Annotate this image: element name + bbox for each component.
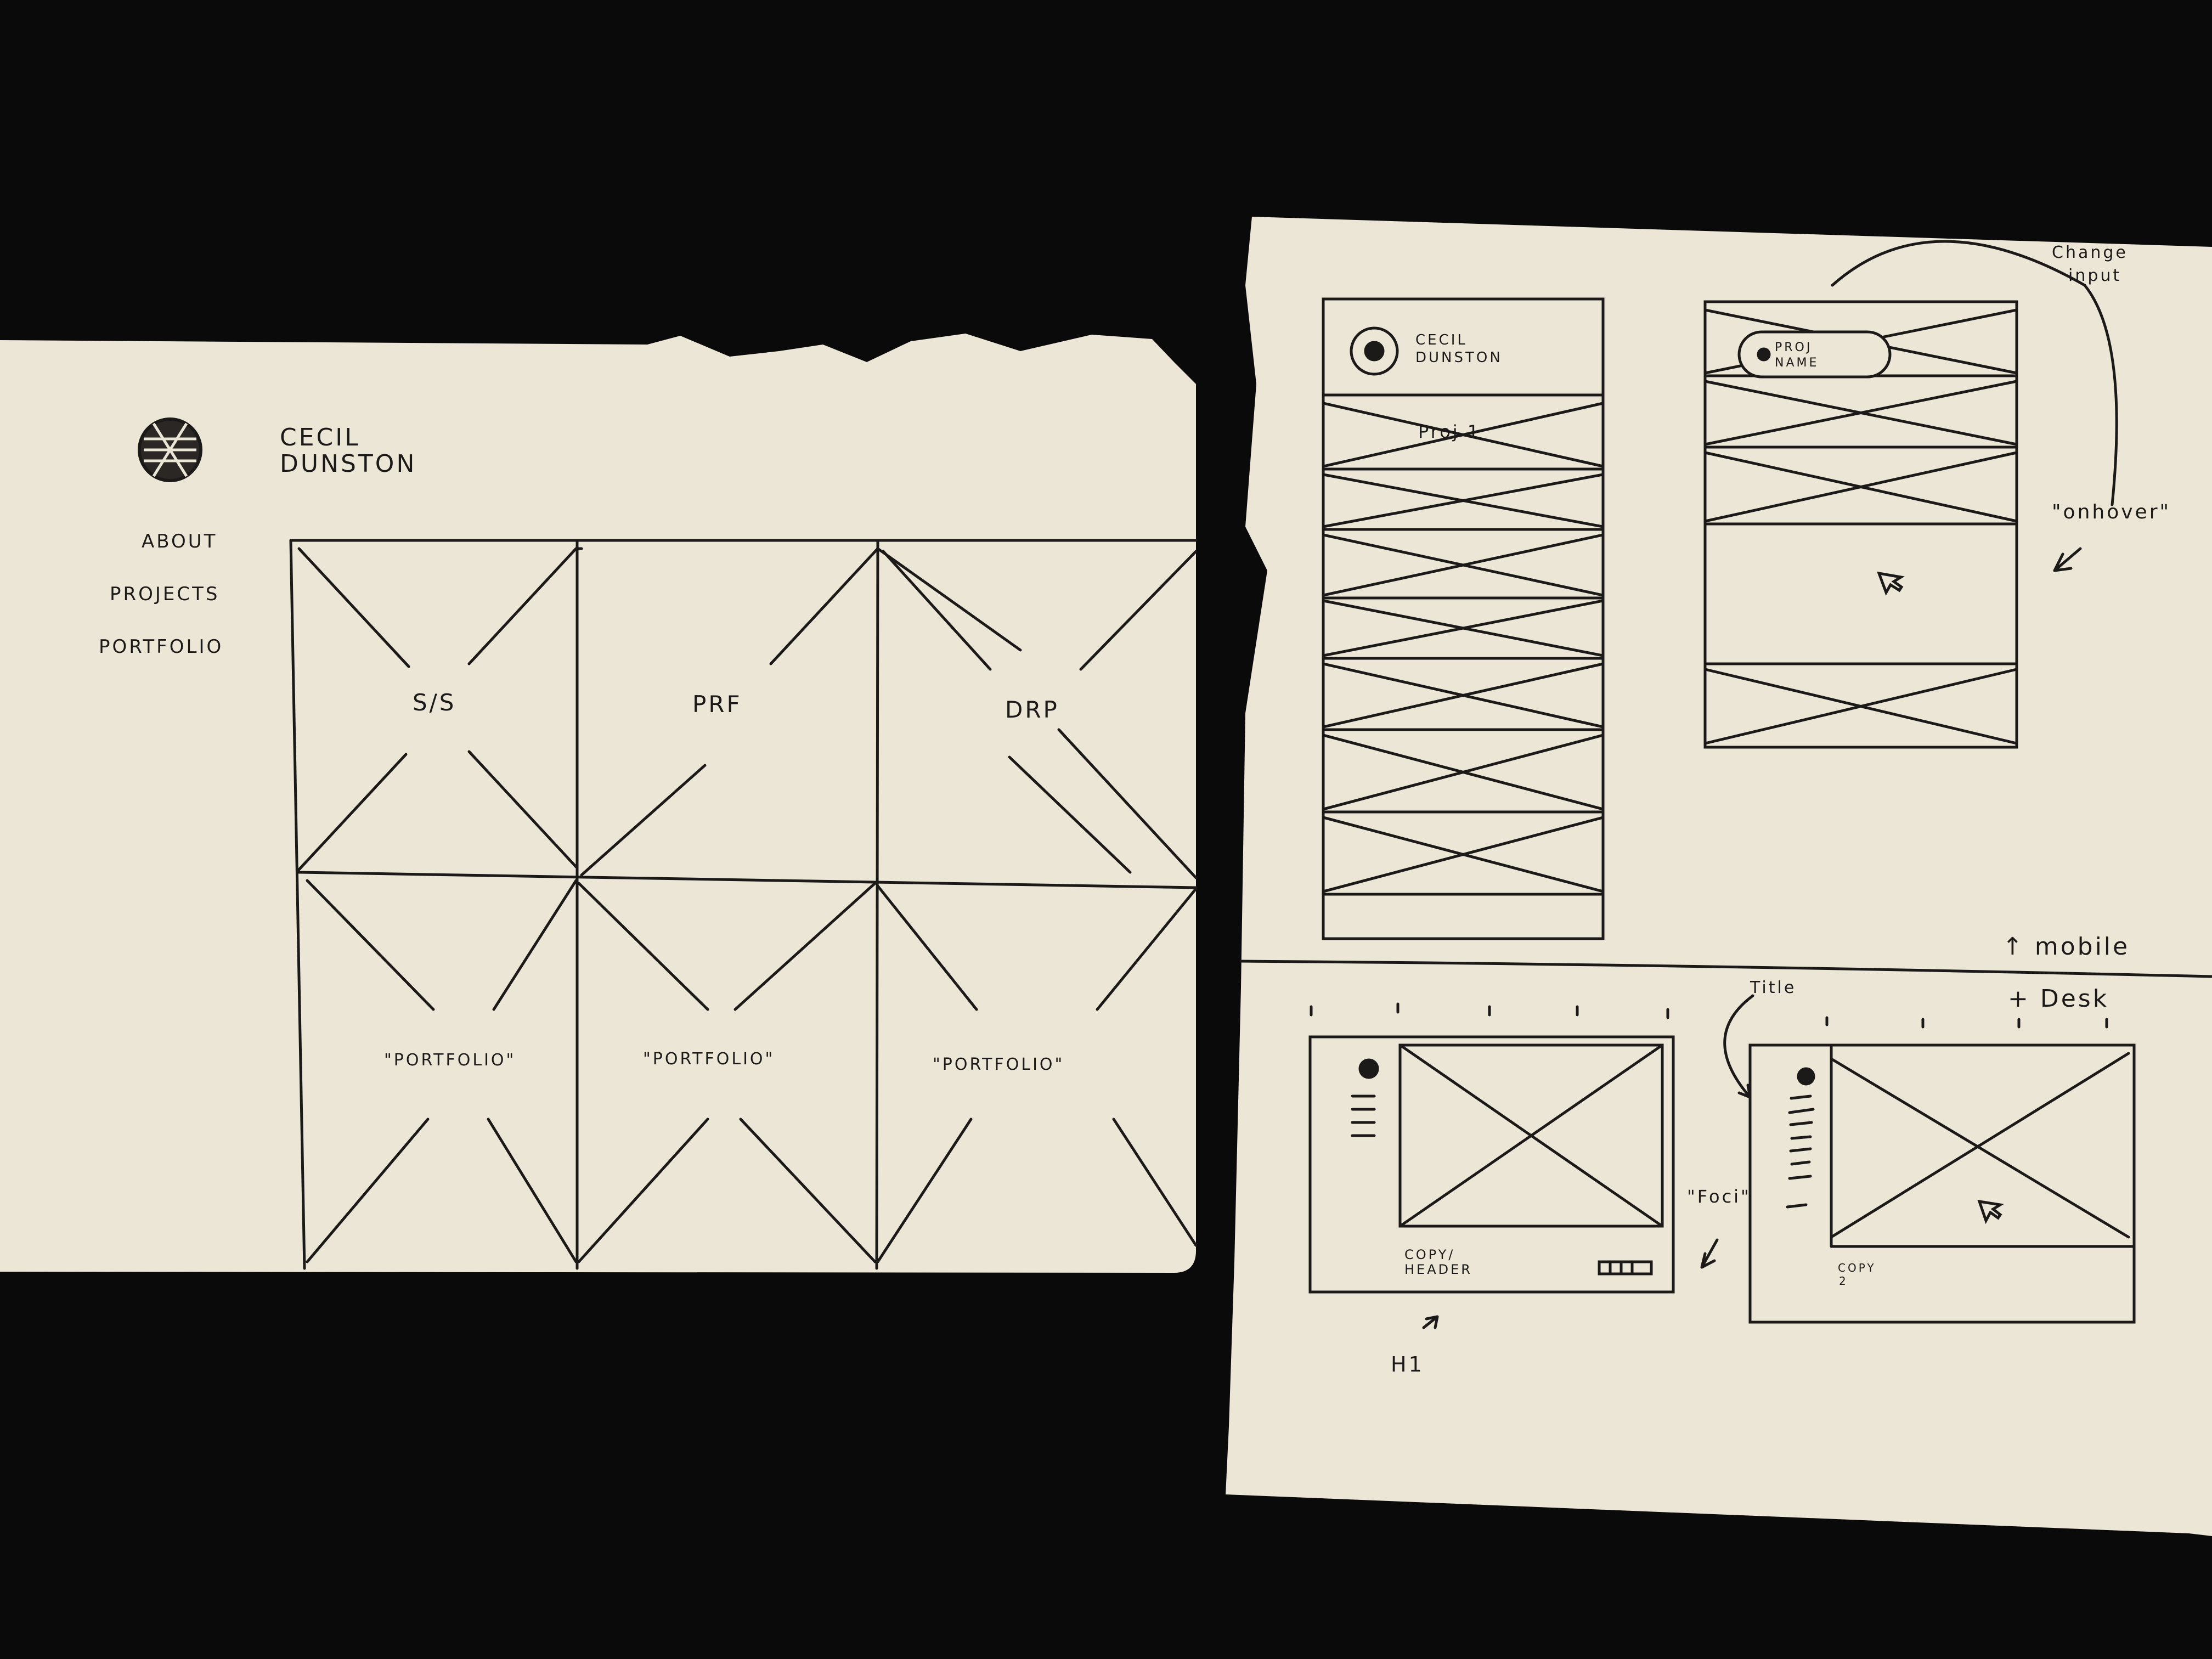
copy-line2: 2	[1839, 1274, 1848, 1288]
desktop-sketch-1	[1308, 1002, 1719, 1329]
tile-label-drp[interactable]: DRP	[1005, 696, 1059, 723]
mobile-sketch-2	[1703, 240, 2118, 749]
nav-projects[interactable]: PROJECTS	[110, 583, 220, 605]
nav-about[interactable]: ABOUT	[142, 531, 217, 552]
note-title: Title	[1750, 978, 1796, 997]
tile-label-ss[interactable]: S/S	[413, 689, 456, 716]
copy-line1: COPY	[1838, 1261, 1876, 1274]
tile-label-portfolio-1[interactable]: "PORTFOLIO"	[384, 1051, 516, 1070]
mobile-logo-text-line1: CECIL	[1415, 332, 1468, 348]
brand-name-line2: DUNSTON	[280, 450, 416, 478]
section-divider	[1239, 960, 2212, 978]
right-paper-sheet	[1226, 217, 2212, 1536]
note-h1: H1	[1391, 1352, 1424, 1376]
mobile-sketch-1	[1322, 297, 1605, 940]
label-mobile: ↑ mobile	[2002, 933, 2130, 961]
annotation-onhover: "onhover"	[2052, 501, 2171, 523]
mobile-item-proj1[interactable]: Proj 1	[1418, 421, 1481, 442]
brand-name-line1: CECIL	[280, 424, 360, 452]
copy-header-line1: COPY/	[1404, 1247, 1455, 1262]
mobile-logo-text-line2: DUNSTON	[1415, 349, 1503, 366]
brand-logo-icon	[138, 417, 202, 482]
tile-label-prf[interactable]: PRF	[692, 691, 742, 718]
copy-header-line2: HEADER	[1404, 1262, 1472, 1277]
note-foci: "Foci"	[1687, 1186, 1751, 1207]
desktop-sketch-2	[1723, 994, 2136, 1324]
tile-label-portfolio-2[interactable]: "PORTFOLIO"	[643, 1049, 775, 1069]
label-desk: + Desk	[2008, 985, 2109, 1013]
tile-label-portfolio-3[interactable]: "PORTFOLIO"	[933, 1055, 1064, 1074]
pill-label-line2: NAME	[1775, 356, 1819, 370]
annotation-change-line2: input	[2068, 266, 2121, 285]
annotation-change-line1: Change	[2052, 243, 2128, 262]
project-grid	[289, 539, 1198, 1270]
nav-portfolio[interactable]: PORTFOLIO	[99, 636, 223, 658]
pill-label-line1: PROJ	[1775, 341, 1812, 354]
